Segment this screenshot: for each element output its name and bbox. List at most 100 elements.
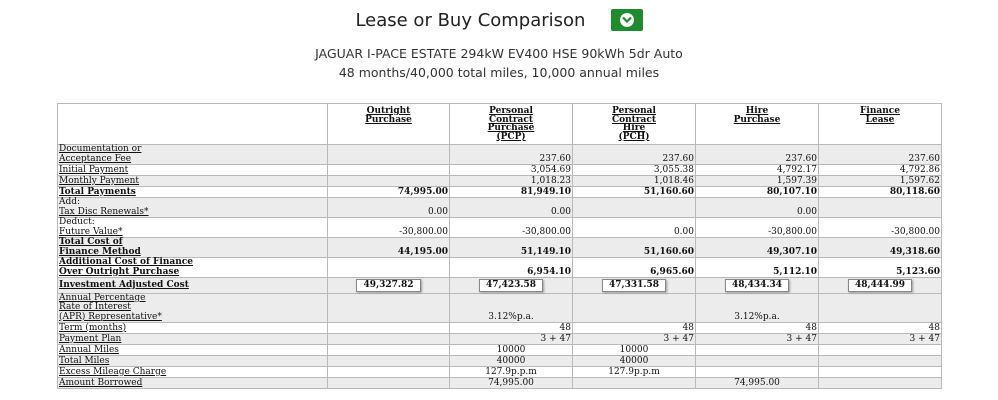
- cell-value: 40000: [572, 355, 696, 367]
- highlighted-value: 48,434.34: [724, 279, 790, 292]
- table-row: Term (months) 48 48 48 48: [57, 322, 942, 334]
- cell-value: 3,055.38: [572, 164, 696, 176]
- cell-value: -30,800.00: [449, 217, 573, 238]
- cell-value: [327, 355, 450, 367]
- cell-value: [327, 322, 450, 334]
- vehicle-name: JAGUAR I-PACE ESTATE 294kW EV400 HSE 90k…: [315, 46, 683, 61]
- table-row: Add: Tax Disc Renewals* 0.00 0.00 0.00: [57, 197, 942, 218]
- cell-value: 48: [449, 322, 573, 334]
- row-label-apr: Annual Percentage Rate of Interest (APR)…: [57, 293, 328, 323]
- cell-value: 1,597.62: [818, 175, 942, 187]
- cell-value: 127.9p.p.m: [572, 366, 696, 378]
- table-row: Total Payments 74,995.00 81,949.10 51,16…: [57, 186, 942, 198]
- row-label-monthly-payment: Monthly Payment: [57, 175, 328, 187]
- table-row: Total Miles 40000 40000: [57, 355, 942, 367]
- cell-value: 237.60: [572, 144, 696, 165]
- table-row: Total Cost of Finance Method 44,195.00 5…: [57, 237, 942, 258]
- cell-value: [327, 164, 450, 176]
- cell-value: -30,800.00: [818, 217, 942, 238]
- cell-value: [327, 344, 450, 356]
- table-row: Payment Plan 3 + 47 3 + 47 3 + 47 3 + 47: [57, 333, 942, 345]
- cell-value: [327, 144, 450, 165]
- cell-value: 74,995.00: [695, 377, 819, 389]
- cell-value: [572, 293, 696, 323]
- cell-value: [695, 344, 819, 356]
- cell-value: 81,949.10: [449, 186, 573, 198]
- column-header-hire-purchase: Hire Purchase: [695, 103, 819, 145]
- cell-value: 10000: [572, 344, 696, 356]
- cell-value: 5,123.60: [818, 257, 942, 278]
- cell-value: [327, 293, 450, 323]
- cell-value: 127.9p.p.m: [449, 366, 573, 378]
- chevron-down-icon: [619, 13, 634, 27]
- table-row: Initial Payment 3,054.69 3,055.38 4,792.…: [57, 164, 942, 176]
- table-row: Annual Miles 10000 10000: [57, 344, 942, 356]
- contract-terms: 48 months/40,000 total miles, 10,000 ann…: [338, 65, 660, 80]
- cell-value: 48,444.99: [818, 277, 942, 294]
- row-label-investment-adjusted-cost: Investment Adjusted Cost: [57, 277, 328, 294]
- cell-value: 237.60: [695, 144, 819, 165]
- cell-value: 80,107.10: [695, 186, 819, 198]
- cell-value: -30,800.00: [695, 217, 819, 238]
- cell-value: 0.00: [449, 197, 573, 218]
- highlighted-value: 47,423.58: [478, 279, 544, 292]
- table-row: Deduct: Future Value* -30,800.00 -30,800…: [57, 217, 942, 238]
- cell-value: -30,800.00: [327, 217, 450, 238]
- highlighted-value: 47,331.58: [601, 279, 667, 292]
- cell-value: 4,792.86: [818, 164, 942, 176]
- cell-value: [327, 333, 450, 345]
- cell-value: 3 + 47: [449, 333, 573, 345]
- cell-value: 49,327.82: [327, 277, 450, 294]
- column-header-pcp: Personal Contract Purchase (PCP): [449, 103, 573, 145]
- cell-value: 0.00: [572, 217, 696, 238]
- cell-value: 49,318.60: [818, 237, 942, 258]
- vehicle-description: JAGUAR I-PACE ESTATE 294kW EV400 HSE 90k…: [0, 44, 998, 82]
- row-label-annual-miles: Annual Miles: [57, 344, 328, 356]
- table-row: Investment Adjusted Cost 49,327.82 47,42…: [57, 277, 942, 294]
- cell-value: 237.60: [449, 144, 573, 165]
- row-label-term: Term (months): [57, 322, 328, 334]
- row-label-initial-payment: Initial Payment: [57, 164, 328, 176]
- cell-value: [818, 197, 942, 218]
- cell-value: 3,054.69: [449, 164, 573, 176]
- expand-toggle-button[interactable]: [610, 9, 643, 31]
- page-title: Lease or Buy Comparison: [355, 9, 586, 31]
- cell-value: [327, 257, 450, 278]
- cell-value: 3 + 47: [818, 333, 942, 345]
- cell-value: [572, 197, 696, 218]
- cell-value: 49,307.10: [695, 237, 819, 258]
- cell-value: 51,160.60: [572, 186, 696, 198]
- cell-value: 3 + 47: [695, 333, 819, 345]
- cell-value: 48: [572, 322, 696, 334]
- row-label-documentation-fee: Documentation or Acceptance Fee: [57, 144, 328, 165]
- cell-value: 3 + 47: [572, 333, 696, 345]
- table-row: Excess Mileage Charge 127.9p.p.m 127.9p.…: [57, 366, 942, 378]
- cell-value: 10000: [449, 344, 573, 356]
- header-blank: [57, 103, 328, 145]
- cell-value: 48: [818, 322, 942, 334]
- table-header-row: Outright Purchase Personal Contract Purc…: [57, 103, 942, 145]
- column-header-finance-lease: Finance Lease: [818, 103, 942, 145]
- row-label-excess-mileage: Excess Mileage Charge: [57, 366, 328, 378]
- cell-value: [818, 355, 942, 367]
- page-header: Lease or Buy Comparison JAGUAR I-PACE ES…: [0, 0, 998, 92]
- cell-value: 6,965.60: [572, 257, 696, 278]
- cell-value: 48,434.34: [695, 277, 819, 294]
- row-label-payment-plan: Payment Plan: [57, 333, 328, 345]
- column-header-pch: Personal Contract Hire (PCH): [572, 103, 696, 145]
- cell-value: 237.60: [818, 144, 942, 165]
- cell-value: [818, 366, 942, 378]
- cell-value: [572, 377, 696, 389]
- highlighted-value: 49,327.82: [356, 279, 421, 292]
- row-label-total-cost: Total Cost of Finance Method: [57, 237, 328, 258]
- cell-value: 74,995.00: [327, 186, 450, 198]
- cell-value: 74,995.00: [449, 377, 573, 389]
- cell-value: [818, 344, 942, 356]
- cell-value: 40000: [449, 355, 573, 367]
- row-label-total-payments: Total Payments: [57, 186, 328, 198]
- cell-value: [818, 293, 942, 323]
- cell-value: 48: [695, 322, 819, 334]
- cell-value: [327, 377, 450, 389]
- cell-value: 3.12%p.a.: [695, 293, 819, 323]
- cell-value: 5,112.10: [695, 257, 819, 278]
